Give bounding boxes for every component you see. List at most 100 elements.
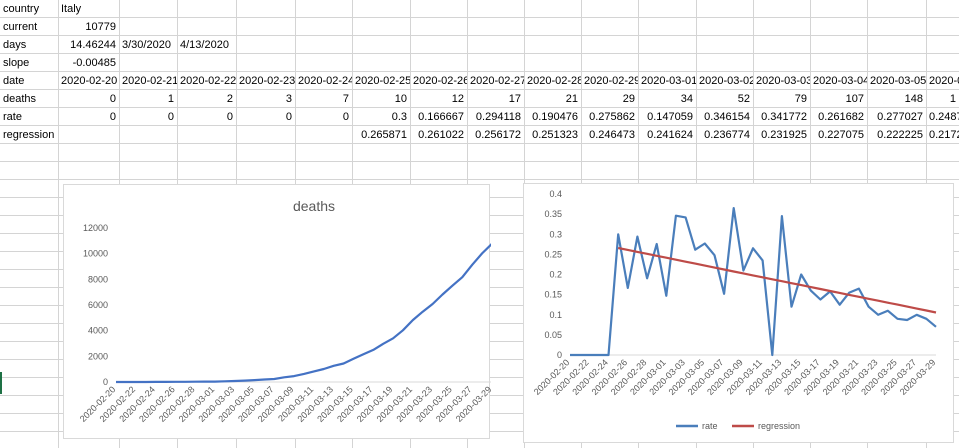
- cell[interactable]: 34: [680, 93, 693, 105]
- cell[interactable]: 2020-0: [929, 75, 959, 87]
- legend-label-rate: rate: [702, 421, 718, 431]
- cell[interactable]: date: [3, 75, 25, 87]
- y-tick-label: 0.1: [549, 310, 562, 320]
- cell[interactable]: days: [3, 39, 27, 51]
- cell[interactable]: 2020-03-01: [641, 75, 696, 87]
- row-selection-indicator: [0, 372, 2, 394]
- deaths-chart[interactable]: deaths 0 2000 4000 6000 8000 10000 12000 2020-02…: [63, 184, 491, 439]
- cell[interactable]: 0.3: [391, 111, 407, 123]
- y-tick-label: 0: [557, 350, 562, 360]
- cell[interactable]: regression: [3, 129, 55, 141]
- cell[interactable]: 0.261682: [818, 111, 864, 123]
- y-tick-label: 0.2: [549, 270, 562, 280]
- cell[interactable]: 0.256172: [475, 129, 521, 141]
- cell[interactable]: 2020-02-26: [413, 75, 467, 87]
- cell[interactable]: country: [3, 3, 40, 15]
- cell[interactable]: 0.251323: [532, 129, 578, 141]
- cell[interactable]: 2020-02-21: [122, 75, 177, 87]
- cell[interactable]: 2020-02-28: [527, 75, 581, 87]
- cell[interactable]: 0: [109, 111, 116, 123]
- cell[interactable]: -0.00485: [72, 57, 116, 69]
- cell[interactable]: 0: [226, 111, 233, 123]
- cell[interactable]: 0.294118: [475, 111, 521, 123]
- cell[interactable]: 10: [394, 93, 407, 105]
- cell[interactable]: 0.277027: [877, 111, 923, 123]
- y-tick-label: 0.35: [544, 209, 562, 219]
- cell[interactable]: 0: [167, 111, 174, 123]
- cell[interactable]: 2020-02-20: [61, 75, 118, 87]
- cell[interactable]: 0.241624: [647, 129, 693, 141]
- cell[interactable]: 3/30/2020: [122, 39, 171, 51]
- cell[interactable]: 10779: [85, 21, 116, 33]
- cell[interactable]: 0: [285, 111, 292, 123]
- cell[interactable]: 0.190476: [532, 111, 578, 123]
- cell[interactable]: 0.227075: [818, 129, 864, 141]
- cell[interactable]: 29: [622, 93, 635, 105]
- y-tick-label: 10000: [83, 249, 108, 259]
- cell[interactable]: 2020-02-22: [180, 75, 236, 87]
- rate-regression-chart[interactable]: 0 0.05 0.1 0.15 0.2 0.25 0.3 0.35 0.4 2020-02-20 2…: [523, 183, 954, 443]
- cell[interactable]: 2020-03-04: [813, 75, 867, 87]
- y-tick-label: 8000: [88, 274, 108, 284]
- cell[interactable]: 12: [451, 93, 464, 105]
- cell[interactable]: 4/13/2020: [180, 39, 229, 51]
- cell[interactable]: 0.246473: [589, 129, 635, 141]
- cell[interactable]: 3: [285, 93, 292, 105]
- cell[interactable]: 0.236774: [704, 129, 750, 141]
- chart-title: deaths: [293, 198, 335, 214]
- cell[interactable]: 2020-03-03: [756, 75, 810, 87]
- cell[interactable]: 14.46244: [70, 39, 116, 51]
- cell[interactable]: deaths: [3, 93, 37, 105]
- cell[interactable]: 21: [565, 93, 578, 105]
- cell[interactable]: 0.2487: [929, 111, 959, 123]
- y-tick-label: 6000: [88, 300, 108, 310]
- column-gridline: [58, 0, 59, 448]
- y-tick-label: 0.3: [549, 229, 562, 239]
- cell[interactable]: 1: [949, 93, 956, 105]
- cell[interactable]: 17: [508, 93, 521, 105]
- cell[interactable]: 0.166667: [418, 111, 464, 123]
- series-line-regression: [617, 246, 937, 314]
- cell[interactable]: 0.231925: [761, 129, 807, 141]
- cell[interactable]: 0.222225: [877, 129, 923, 141]
- cell[interactable]: 2020-02-29: [584, 75, 638, 87]
- cell[interactable]: current: [3, 21, 38, 33]
- y-tick-label: 12000: [83, 223, 108, 233]
- cell[interactable]: 2020-03-02: [699, 75, 753, 87]
- cell[interactable]: 2020-02-25: [355, 75, 410, 87]
- y-tick-label: 0.4: [549, 189, 562, 199]
- y-tick-label: 0: [103, 377, 108, 387]
- cell[interactable]: 0.346154: [704, 111, 750, 123]
- cell[interactable]: 79: [794, 93, 807, 105]
- cell[interactable]: 1: [167, 93, 174, 105]
- cell[interactable]: 0.265871: [361, 129, 407, 141]
- cell[interactable]: 107: [845, 93, 864, 105]
- cell[interactable]: 7: [342, 93, 349, 105]
- cell[interactable]: 0.341772: [761, 111, 807, 123]
- cell[interactable]: slope: [3, 57, 30, 69]
- y-tick-label: 0.25: [544, 249, 562, 259]
- cell[interactable]: rate: [3, 111, 22, 123]
- series-line-rate: [570, 207, 937, 357]
- cell[interactable]: 0.261022: [418, 129, 464, 141]
- cell[interactable]: 2020-02-24: [298, 75, 352, 87]
- cell[interactable]: 52: [737, 93, 750, 105]
- cell[interactable]: 0.147059: [647, 111, 693, 123]
- cell[interactable]: 148: [904, 93, 923, 105]
- rate-regression-chart-svg: 00.050.10.150.20.250.30.350.42020-02-202…: [532, 189, 938, 431]
- y-tick-label: 0.05: [544, 330, 562, 340]
- y-tick-label: 4000: [88, 326, 108, 336]
- cell[interactable]: Italy: [61, 3, 82, 15]
- cell[interactable]: 2020-02-27: [470, 75, 524, 87]
- series-line-deaths: [116, 243, 491, 384]
- cell[interactable]: 2: [226, 93, 233, 105]
- cell[interactable]: 0: [342, 111, 349, 123]
- cell[interactable]: 2020-02-23: [239, 75, 295, 87]
- legend-label-regression: regression: [758, 421, 800, 431]
- cell[interactable]: 0.275862: [589, 111, 635, 123]
- cell[interactable]: 2020-03-05: [870, 75, 926, 87]
- y-tick-label: 2000: [88, 351, 108, 361]
- y-tick-label: 0.15: [544, 290, 562, 300]
- cell[interactable]: 0: [109, 93, 116, 105]
